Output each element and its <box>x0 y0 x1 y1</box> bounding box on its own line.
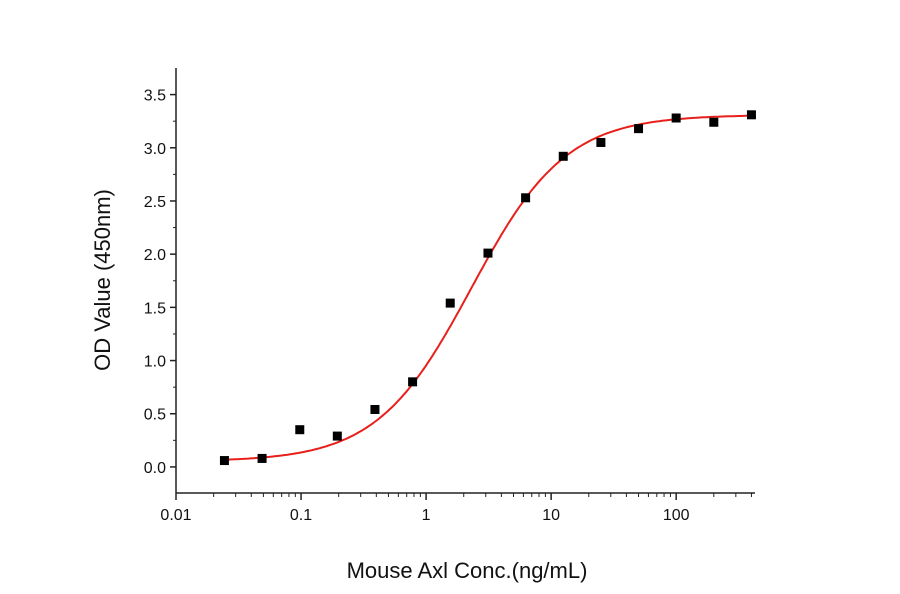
x-tick-label: 0.01 <box>160 507 191 524</box>
data-point <box>483 248 493 258</box>
y-tick-label: 1.5 <box>144 300 166 317</box>
data-point <box>596 137 606 147</box>
axes: 0.0 0.5 1.0 1.5 2.0 2.5 3.0 3.5 0.01 0.1 1 10 100 <box>144 68 755 524</box>
data-point <box>332 431 342 441</box>
y-tick-label: 2.0 <box>144 247 166 264</box>
data-point <box>445 298 455 308</box>
data-point <box>257 453 267 463</box>
x-axis-label: Mouse Axl Conc.(ng/mL) <box>347 558 588 583</box>
x-tick-label: 100 <box>663 507 690 524</box>
data-point <box>370 404 380 414</box>
y-tick-label: 2.5 <box>144 194 166 211</box>
y-tick-label: 1.0 <box>144 354 166 371</box>
y-tick-label: 3.5 <box>144 88 166 105</box>
y-tick-label: 0.0 <box>144 460 166 477</box>
data-point <box>558 151 568 161</box>
data-point <box>709 117 719 127</box>
x-tick-label: 1 <box>422 507 431 524</box>
x-tick-label: 0.1 <box>290 507 312 524</box>
data-point <box>219 456 229 466</box>
fit-curve <box>224 114 752 461</box>
data-point <box>746 110 756 120</box>
data-point <box>295 425 305 435</box>
data-points <box>219 110 756 466</box>
y-axis-label: OD Value (450nm) <box>90 189 115 371</box>
data-point <box>634 124 644 134</box>
y-tick-label: 3.0 <box>144 141 166 158</box>
data-point <box>521 193 531 203</box>
x-tick-label: 10 <box>542 507 560 524</box>
data-point <box>408 377 418 387</box>
data-point <box>671 113 681 123</box>
y-tick-label: 0.5 <box>144 407 166 424</box>
